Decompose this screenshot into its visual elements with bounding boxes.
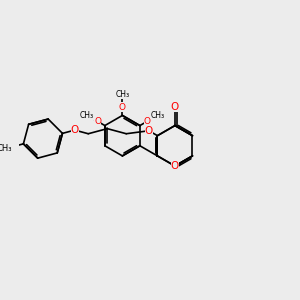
Text: CH₃: CH₃ bbox=[115, 90, 130, 99]
Text: O: O bbox=[70, 125, 79, 135]
Text: CH₃: CH₃ bbox=[80, 110, 94, 119]
Text: CH₃: CH₃ bbox=[151, 110, 165, 119]
Text: O: O bbox=[119, 103, 126, 112]
Text: CH₃: CH₃ bbox=[0, 144, 12, 153]
Text: O: O bbox=[171, 102, 179, 112]
Text: O: O bbox=[145, 126, 153, 136]
Text: O: O bbox=[144, 117, 151, 126]
Text: O: O bbox=[171, 161, 179, 171]
Text: O: O bbox=[94, 117, 101, 126]
